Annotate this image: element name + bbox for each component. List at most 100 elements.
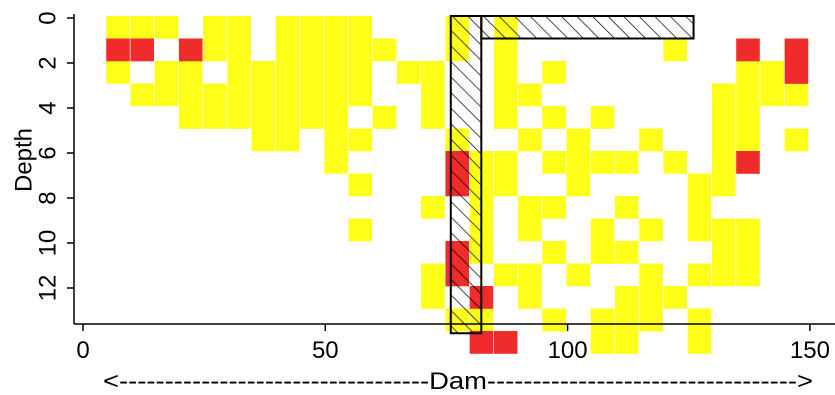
yellow-cell <box>566 173 591 197</box>
yellow-cell <box>227 106 251 129</box>
yellow-cell <box>711 106 736 129</box>
red-cell <box>130 38 155 62</box>
yellow-cell <box>687 263 712 287</box>
hatched-regions <box>449 15 695 335</box>
yellow-cell <box>711 173 736 197</box>
y-axis-title: Depth <box>11 128 38 192</box>
yellow-cell <box>421 196 445 219</box>
yellow-cell <box>130 16 155 39</box>
yellow-cell <box>324 128 348 152</box>
y-tick-label: 0 <box>35 11 62 24</box>
yellow-cell <box>711 263 736 287</box>
axes: 0 2 4 6 8 10 12 0 50 100 150 Depth <----------------… <box>11 11 835 395</box>
yellow-cell <box>203 83 227 107</box>
yellow-cell <box>300 106 324 129</box>
yellow-cell <box>736 128 760 152</box>
yellow-cell <box>348 218 373 242</box>
yellow-cell <box>493 263 518 287</box>
yellow-cell <box>300 38 324 62</box>
yellow-cell <box>736 218 760 242</box>
yellow-cell <box>421 61 445 84</box>
yellow-cell <box>227 38 251 62</box>
yellow-cell <box>324 106 348 129</box>
yellow-cell <box>421 263 445 287</box>
yellow-cell <box>518 263 542 287</box>
y-tick-label: 10 <box>35 230 62 257</box>
yellow-cell <box>687 308 712 332</box>
red-cell <box>784 61 809 84</box>
yellow-cell <box>493 61 518 84</box>
yellow-cell <box>178 61 203 84</box>
yellow-cell <box>372 38 397 62</box>
yellow-cell <box>203 38 227 62</box>
x-tick-label: 50 <box>312 337 339 364</box>
yellow-cell <box>615 308 639 332</box>
yellow-cell <box>372 106 397 129</box>
yellow-cell <box>590 241 615 264</box>
yellow-cell <box>275 16 300 39</box>
yellow-cell <box>736 263 760 287</box>
yellow-cell <box>687 196 712 219</box>
yellow-cell <box>615 331 639 354</box>
y-tick-label: 4 <box>35 101 62 114</box>
yellow-cell <box>203 106 227 129</box>
yellow-cell <box>542 151 566 174</box>
yellow-cell <box>687 173 712 197</box>
x-axis-title: <----------------------------------Dam--… <box>103 368 813 395</box>
yellow-cell <box>736 61 760 84</box>
yellow-cell <box>711 128 736 152</box>
yellow-cell <box>493 106 518 129</box>
yellow-cell <box>348 128 373 152</box>
yellow-cell <box>178 106 203 129</box>
yellow-cell <box>784 128 809 152</box>
yellow-cell <box>590 331 615 354</box>
yellow-cell <box>300 16 324 39</box>
yellow-cell <box>493 83 518 107</box>
yellow-cell <box>251 106 276 129</box>
yellow-cell <box>590 218 615 242</box>
yellow-cell <box>711 241 736 264</box>
yellow-cell <box>421 83 445 107</box>
hatched-region-2 <box>480 15 695 40</box>
yellow-cell <box>324 83 348 107</box>
y-tick-label: 12 <box>35 275 62 302</box>
yellow-cell <box>736 241 760 264</box>
yellow-cell <box>615 286 639 309</box>
yellow-cell <box>421 286 445 309</box>
yellow-cell <box>493 151 518 174</box>
yellow-cell <box>203 16 227 39</box>
yellow-cell <box>518 128 542 152</box>
red-cell <box>493 331 518 354</box>
yellow-cell <box>615 151 639 174</box>
yellow-cell <box>639 128 663 152</box>
yellow-cell <box>639 218 663 242</box>
yellow-cell <box>324 61 348 84</box>
yellow-cell <box>154 16 179 39</box>
y-tick-label: 6 <box>35 146 62 159</box>
yellow-cell <box>542 308 566 332</box>
yellow-cell <box>251 128 276 152</box>
yellow-cell <box>178 83 203 107</box>
yellow-cell <box>518 286 542 309</box>
red-cell <box>106 38 130 62</box>
yellow-cell <box>760 83 784 107</box>
yellow-cell <box>154 83 179 107</box>
yellow-cell <box>639 286 663 309</box>
yellow-cell <box>760 61 784 84</box>
yellow-cell <box>711 151 736 174</box>
red-cell <box>736 38 760 62</box>
yellow-cell <box>300 83 324 107</box>
yellow-cell <box>130 83 155 107</box>
x-tick-label: 100 <box>548 337 588 364</box>
x-tick-label: 150 <box>790 337 830 364</box>
yellow-cell <box>566 263 591 287</box>
yellow-cell <box>348 16 373 39</box>
yellow-cell <box>566 151 591 174</box>
yellow-cell <box>711 218 736 242</box>
yellow-cell <box>251 61 276 84</box>
yellow-cell <box>227 16 251 39</box>
yellow-cell <box>736 83 760 107</box>
yellow-cell <box>106 61 130 84</box>
